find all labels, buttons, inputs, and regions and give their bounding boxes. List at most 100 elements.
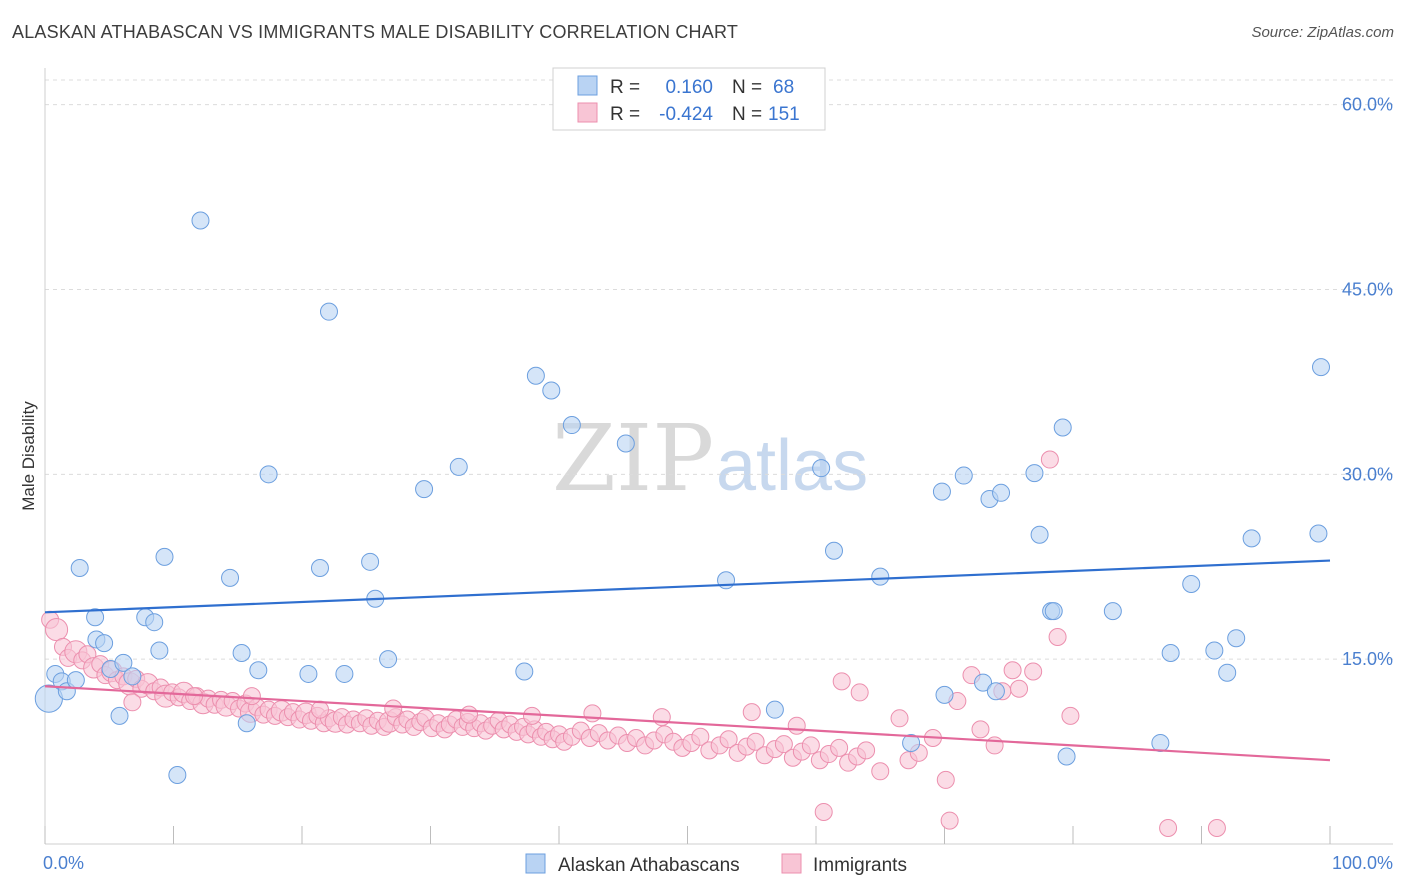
- athabascans-point: [310, 558, 329, 577]
- immigrants-point: [1207, 818, 1226, 837]
- immigrants-point: [691, 727, 710, 746]
- immigrants-point: [1003, 661, 1022, 680]
- athabascans-point: [379, 650, 398, 669]
- legend-n-value-2: 151: [768, 104, 800, 125]
- trend-lines: [44, 559, 1331, 762]
- athabascans-point: [259, 465, 278, 484]
- stats-legend-swatch-pink: [577, 102, 598, 123]
- immigrants-point: [871, 762, 890, 781]
- athabascans-point: [1205, 641, 1224, 660]
- athabascans-point: [526, 366, 545, 385]
- legend-n-value-1: 68: [773, 77, 794, 98]
- gridlines: [45, 79, 1393, 660]
- legend-r-label-2: R =: [610, 104, 640, 125]
- immigrants-point: [523, 706, 542, 725]
- immigrants-point: [242, 687, 261, 706]
- legend-n-label-1: N =: [732, 77, 762, 98]
- stats-legend-swatch-blue: [577, 75, 598, 96]
- x-tick-label-max: 100.0%: [1332, 853, 1393, 873]
- athabascans-point: [812, 459, 831, 478]
- athabascans-point: [70, 558, 89, 577]
- athabascans-point: [935, 685, 954, 704]
- athabascans-point: [145, 613, 164, 632]
- watermark-atlas: atlas: [716, 426, 868, 506]
- immigrants-trend-line: [44, 685, 1331, 762]
- immigrants-point: [774, 735, 793, 754]
- immigrants-points: [41, 450, 1226, 837]
- athabascans-point: [123, 667, 142, 686]
- athabascans-point: [232, 644, 251, 662]
- series-legend: Alaskan Athabascans Immigrants: [525, 853, 907, 876]
- immigrants-point: [746, 732, 765, 751]
- athabascans-point: [1242, 529, 1261, 548]
- athabascans-point: [191, 211, 210, 230]
- athabascans-point: [824, 541, 843, 560]
- legend-n-label-2: N =: [732, 104, 762, 125]
- athabascans-point: [1030, 525, 1049, 544]
- immigrants-point: [1024, 662, 1043, 681]
- series-legend-swatch-pink: [781, 853, 802, 874]
- y-tick-label-30: 30.0%: [1342, 464, 1393, 484]
- immigrants-point: [971, 720, 990, 739]
- athabascans-point: [1161, 644, 1180, 662]
- athabascans-point: [319, 302, 338, 321]
- immigrants-point: [310, 700, 329, 719]
- athabascans-point: [1309, 524, 1328, 543]
- athabascans-point: [415, 480, 434, 499]
- athabascans-point: [1151, 733, 1170, 752]
- athabascans-point: [237, 714, 256, 733]
- chart-title: ALASKAN ATHABASCAN VS IMMIGRANTS MALE DI…: [12, 22, 739, 42]
- immigrants-point: [832, 672, 851, 691]
- series-legend-label-athabascans: Alaskan Athabascans: [558, 855, 740, 876]
- immigrants-point: [850, 683, 869, 702]
- series-legend-label-immigrants: Immigrants: [813, 855, 907, 876]
- legend-r-value-2: -0.424: [659, 104, 713, 125]
- athabascans-point: [114, 653, 133, 672]
- athabascans-point: [299, 664, 318, 683]
- immigrants-point: [123, 693, 142, 712]
- watermark: ZIP atlas: [552, 405, 868, 512]
- athabascans-point: [66, 671, 85, 690]
- athabascans-point: [1053, 418, 1072, 437]
- y-tick-label-60: 60.0%: [1342, 95, 1393, 115]
- immigrants-point: [384, 699, 403, 718]
- athabascans-point: [616, 434, 635, 453]
- athabascans-points: [34, 211, 1331, 784]
- stats-legend: R = 0.160 N = 68 R = -0.424 N = 151: [552, 67, 826, 131]
- athabascans-point: [515, 662, 534, 681]
- athabascans-point: [110, 706, 129, 725]
- immigrants-point: [1010, 679, 1029, 698]
- legend-r-label-1: R =: [610, 77, 640, 98]
- source-label: Source: ZipAtlas.com: [1251, 24, 1394, 41]
- immigrants-point: [814, 802, 833, 821]
- athabascans-point: [1025, 464, 1044, 483]
- athabascans-point: [542, 381, 561, 400]
- athabascans-point: [221, 568, 240, 587]
- athabascans-point: [1044, 602, 1063, 621]
- athabascans-point: [992, 483, 1011, 502]
- athabascans-point: [1182, 574, 1201, 593]
- athabascans-trend-line: [44, 559, 1331, 614]
- athabascans-point: [1227, 629, 1246, 648]
- immigrants-point: [742, 703, 761, 722]
- immigrants-point: [830, 738, 849, 757]
- athabascans-point: [986, 682, 1005, 701]
- athabascans-point: [765, 700, 784, 719]
- y-tick-labels: 15.0% 30.0% 45.0% 60.0%: [1342, 95, 1393, 670]
- legend-r-value-1: 0.160: [665, 77, 713, 98]
- athabascans-point: [449, 457, 468, 476]
- athabascans-point: [974, 673, 993, 692]
- y-axis-label: Male Disability: [19, 401, 38, 511]
- athabascans-point: [1312, 358, 1331, 377]
- x-tick-label-min: 0.0%: [43, 853, 84, 873]
- athabascans-point: [168, 765, 187, 784]
- immigrants-point: [857, 741, 876, 760]
- immigrants-point: [460, 705, 479, 724]
- stats-legend-box: [552, 67, 826, 131]
- immigrants-point: [1048, 627, 1067, 646]
- athabascans-point: [1218, 663, 1237, 682]
- athabascans-point: [562, 416, 581, 435]
- athabascans-point: [95, 634, 114, 653]
- series-legend-swatch-blue: [525, 853, 546, 874]
